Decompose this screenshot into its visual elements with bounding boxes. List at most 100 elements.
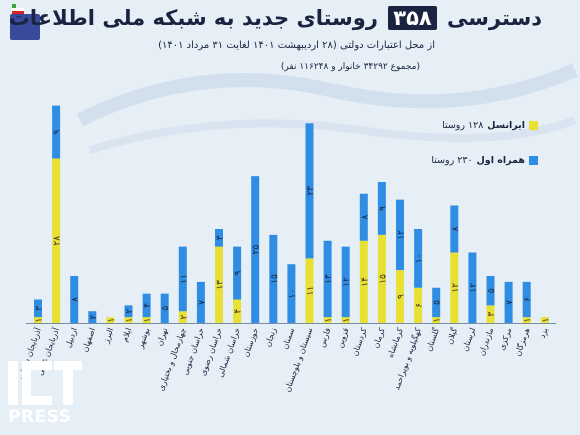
bar-label-mci: ۱۰	[288, 289, 298, 299]
bar-label-mci: ۲	[125, 309, 135, 314]
bar-irancell	[414, 287, 423, 323]
bar-irancell	[396, 270, 404, 323]
bar-label-mci: ۲۳	[306, 186, 316, 196]
bar-mci	[504, 281, 513, 323]
bar-mci	[269, 234, 278, 323]
x-tick-label: اصفهان	[80, 327, 97, 354]
total-note: (مجموع ۳۴۲۹۲ خانوار و ۱۱۶۲۴۸ نفر)	[280, 62, 420, 72]
bar-label-mci: ۹	[378, 206, 388, 211]
legend-mci-name: همراه اول	[476, 155, 525, 166]
bar-mci	[251, 176, 260, 323]
x-tick-label: بوشهر	[135, 327, 151, 351]
bar-mci	[34, 299, 42, 318]
bar-irancell	[377, 234, 386, 323]
bar-label-mci: ۷	[197, 300, 207, 305]
title-number: ۳۵۸	[388, 6, 437, 30]
bar-label-irancell: ۱۴	[360, 277, 370, 287]
legend-irancell-count: ۱۲۸ روستا	[442, 120, 484, 131]
x-tick-label: کردستان	[350, 326, 369, 357]
bar-label-mci: ۴	[143, 303, 153, 308]
subtitle: از محل اعتبارات دولتی (۲۸ اردیبهشت ۱۴۰۱ …	[158, 40, 435, 51]
bar-irancell	[432, 317, 441, 323]
x-tick-label: تهران	[155, 327, 170, 347]
bar-label-mci: ۲	[89, 315, 99, 320]
bar-mci	[52, 105, 61, 159]
bar-irancell	[305, 258, 314, 323]
bar-label-irancell: ۱۲	[451, 283, 461, 293]
x-tick-label: گلستان	[423, 326, 441, 352]
bar-irancell	[215, 246, 223, 323]
bar-label-irancell: ۴	[234, 309, 244, 314]
bar-label-mci: ۱۳	[324, 274, 334, 284]
bar-mci	[468, 252, 477, 323]
bar-mci	[70, 276, 79, 323]
bar-mci	[341, 246, 350, 318]
bar-label-irancell: ۳	[487, 312, 497, 317]
x-tick-label: سمنان	[280, 326, 296, 350]
bar-mci	[196, 281, 205, 323]
bar-mci	[396, 199, 404, 271]
bar-label-mci: ۸	[451, 226, 461, 231]
bar-mci	[323, 240, 332, 318]
bar-mci	[414, 229, 423, 288]
bar-label-mci: ۳	[216, 235, 226, 240]
bar-irancell	[233, 299, 242, 323]
bar-label-irancell: ۱۱	[306, 286, 316, 296]
x-tick-label: اردبیل	[64, 327, 79, 349]
bar-label-mci: ۹	[234, 270, 244, 275]
bar-irancell	[540, 317, 549, 323]
bar-mci	[522, 281, 531, 318]
legend-irancell-swatch	[529, 121, 538, 130]
bar-label-mci: ۱۲	[342, 277, 352, 287]
bar-mci	[160, 293, 169, 323]
x-tick-label: گیلان	[444, 326, 459, 345]
bar-mci	[432, 287, 441, 318]
bar-label-mci: ۲۵	[252, 245, 262, 255]
x-tick-label: قزوین	[335, 326, 351, 348]
title-suffix: روستای جدید به شبکه ملی اطلاعات	[8, 6, 378, 30]
bar-irancell	[142, 317, 151, 323]
legend-irancell: ایرانسل ۱۲۸ روستا	[442, 120, 538, 131]
bar-label-mci: ۱۰	[415, 254, 425, 264]
x-tick-label: کرمان	[371, 326, 387, 349]
bar-mci	[142, 293, 151, 318]
legend-mci: همراه اول ۲۳۰ روستا	[431, 155, 538, 166]
bar-irancell	[178, 311, 187, 323]
bar-irancell	[52, 158, 61, 323]
bar-label-irancell: ۱	[342, 318, 352, 323]
x-tick-label: یزد	[538, 327, 550, 340]
bar-irancell	[323, 317, 332, 323]
bar-label-irancell: ۱	[324, 318, 334, 323]
bar-mci	[359, 193, 368, 241]
x-tick-label: فارس	[317, 326, 332, 348]
bar-irancell	[359, 240, 368, 323]
bar-irancell	[34, 317, 42, 323]
bar-label-irancell: ۶	[415, 303, 425, 308]
bar-label-mci: ۱۲	[469, 283, 479, 293]
x-tick-label: کرمانشاه	[386, 326, 405, 358]
bar-irancell	[522, 317, 531, 323]
bar-label-irancell: ۱	[125, 318, 135, 323]
bar-label-mci: ۸	[360, 215, 370, 220]
bar-label-mci: ۵	[161, 306, 171, 311]
bar-mci	[450, 205, 459, 253]
bar-mci	[215, 229, 223, 247]
bar-mci	[233, 246, 242, 300]
bar-label-mci: ۵	[433, 300, 443, 305]
bar-label-irancell: ۱	[433, 318, 443, 323]
title-prefix: دسترسی	[447, 6, 542, 30]
bar-label-mci: ۶	[523, 297, 533, 302]
bar-label-mci: ۱۲	[397, 230, 407, 240]
x-tick-label: البرز	[101, 327, 115, 345]
bar-irancell	[124, 317, 133, 323]
bar-mci	[305, 123, 314, 259]
bar-irancell	[341, 317, 350, 323]
ict-press-logo: PRESS	[2, 355, 86, 431]
x-tick-label: لرستان	[461, 327, 478, 353]
legend-mci-count: ۲۳۰ روستا	[431, 155, 473, 166]
bar-label-mci: ۵	[487, 288, 497, 293]
bar-mci	[287, 264, 296, 323]
